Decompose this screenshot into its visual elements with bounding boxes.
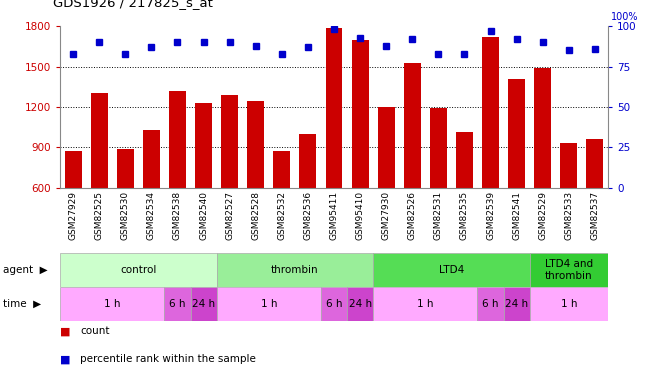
Bar: [169, 91, 186, 188]
Bar: [117, 148, 134, 188]
Text: GSM82536: GSM82536: [303, 191, 313, 240]
Text: control: control: [120, 265, 156, 275]
Text: 1 h: 1 h: [560, 299, 577, 309]
Text: GSM27929: GSM27929: [69, 191, 77, 240]
Text: GSM82535: GSM82535: [460, 191, 469, 240]
Bar: [508, 79, 525, 188]
Text: GSM82531: GSM82531: [434, 191, 443, 240]
Text: 1 h: 1 h: [104, 299, 120, 309]
Text: GDS1926 / 217825_s_at: GDS1926 / 217825_s_at: [53, 0, 213, 9]
Bar: [351, 40, 369, 188]
Text: GSM95411: GSM95411: [329, 191, 339, 240]
Bar: [247, 102, 265, 188]
Text: GSM82539: GSM82539: [486, 191, 495, 240]
Bar: [273, 151, 291, 188]
Bar: [534, 68, 551, 188]
Text: GSM82527: GSM82527: [225, 191, 234, 240]
Text: LTD4: LTD4: [439, 265, 464, 275]
Bar: [347, 287, 373, 321]
Text: 24 h: 24 h: [349, 299, 371, 309]
Text: count: count: [80, 326, 110, 336]
Bar: [299, 134, 317, 188]
Text: GSM82528: GSM82528: [251, 191, 261, 240]
Text: 100%: 100%: [611, 12, 639, 22]
Text: ■: ■: [60, 354, 71, 364]
Bar: [91, 93, 108, 188]
Bar: [321, 287, 347, 321]
Bar: [325, 28, 343, 188]
Text: time  ▶: time ▶: [3, 299, 41, 309]
Text: GSM95410: GSM95410: [355, 191, 365, 240]
Bar: [478, 287, 504, 321]
Text: 6 h: 6 h: [482, 299, 499, 309]
Bar: [143, 130, 160, 188]
Bar: [216, 253, 373, 287]
Text: GSM82532: GSM82532: [277, 191, 287, 240]
Bar: [221, 95, 238, 188]
Text: thrombin: thrombin: [271, 265, 319, 275]
Text: GSM82534: GSM82534: [147, 191, 156, 240]
Text: 6 h: 6 h: [326, 299, 342, 309]
Bar: [530, 287, 608, 321]
Bar: [373, 287, 478, 321]
Text: 1 h: 1 h: [261, 299, 277, 309]
Text: GSM82530: GSM82530: [121, 191, 130, 240]
Text: GSM82538: GSM82538: [173, 191, 182, 240]
Text: GSM82537: GSM82537: [591, 191, 599, 240]
Bar: [216, 287, 321, 321]
Bar: [482, 37, 499, 188]
Bar: [530, 253, 608, 287]
Bar: [60, 253, 216, 287]
Text: GSM82540: GSM82540: [199, 191, 208, 240]
Bar: [65, 151, 81, 188]
Bar: [560, 143, 577, 188]
Text: 6 h: 6 h: [169, 299, 186, 309]
Text: percentile rank within the sample: percentile rank within the sample: [80, 354, 256, 364]
Bar: [430, 108, 447, 188]
Bar: [377, 107, 395, 188]
Text: 24 h: 24 h: [505, 299, 528, 309]
Text: agent  ▶: agent ▶: [3, 265, 48, 275]
Text: GSM82526: GSM82526: [407, 191, 417, 240]
Text: GSM82541: GSM82541: [512, 191, 521, 240]
Bar: [190, 287, 216, 321]
Text: 1 h: 1 h: [417, 299, 434, 309]
Text: GSM82533: GSM82533: [564, 191, 573, 240]
Bar: [195, 103, 212, 188]
Bar: [373, 253, 530, 287]
Bar: [587, 139, 603, 188]
Text: 24 h: 24 h: [192, 299, 215, 309]
Text: GSM27930: GSM27930: [381, 191, 391, 240]
Text: GSM82525: GSM82525: [95, 191, 104, 240]
Bar: [60, 287, 164, 321]
Text: GSM82529: GSM82529: [538, 191, 547, 240]
Bar: [403, 63, 421, 188]
Bar: [164, 287, 190, 321]
Bar: [504, 287, 530, 321]
Bar: [456, 132, 473, 188]
Text: LTD4 and
thrombin: LTD4 and thrombin: [544, 259, 593, 281]
Text: ■: ■: [60, 326, 71, 336]
